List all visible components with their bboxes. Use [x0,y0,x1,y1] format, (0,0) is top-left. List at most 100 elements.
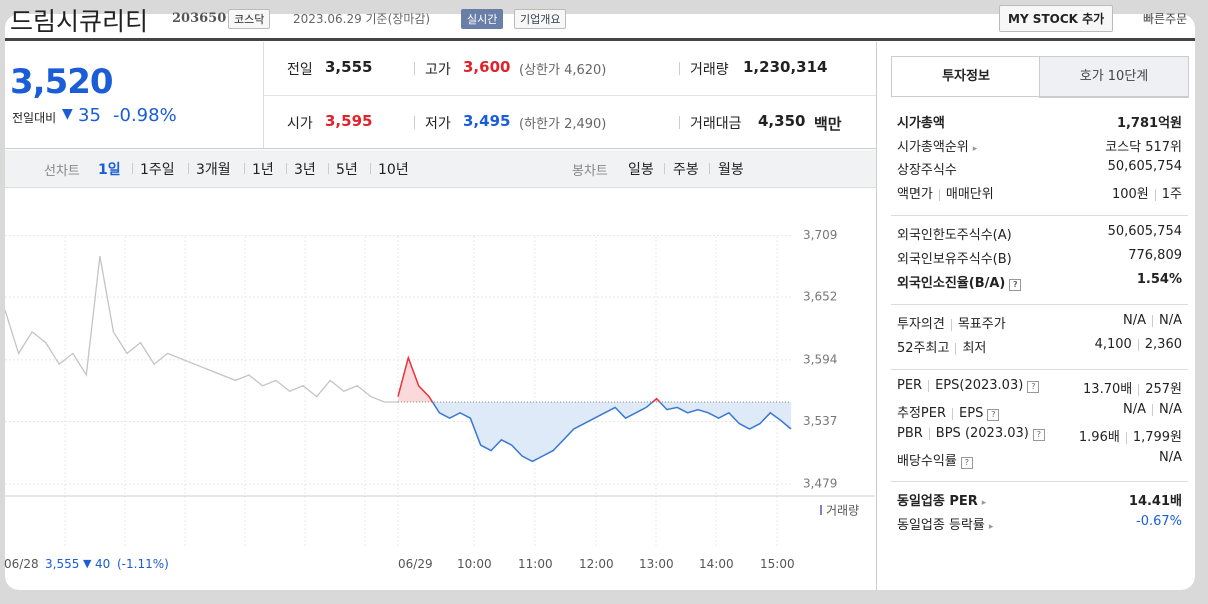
quote-value: 3,595 [325,112,373,130]
info-value: 4,100 2,360 [1095,337,1182,352]
x-tick-label: 14:00 [699,557,734,571]
label-part: 투자의견 [897,317,945,332]
volume-legend-icon [820,505,822,515]
period-button[interactable]: 10년 [378,162,409,178]
summary-box [5,42,264,148]
period-button[interactable]: 1주일 [140,162,175,178]
y-tick-label: 3,479 [803,477,837,491]
candle-button[interactable]: 주봉 [673,162,699,178]
value-part: N/A [1159,402,1182,417]
info-label: 동일업종 등락률 ▸ [897,514,993,533]
mystock-button[interactable]: MY STOCK 추가 [999,5,1114,32]
tab[interactable]: 호가 10단계 [1039,56,1189,98]
quote-row-rule [264,95,876,96]
volume-legend: 거래량 [826,504,859,518]
info-label: PER EPS(2023.03)? [897,378,1040,393]
candle-chart-label: 봉차트 [572,164,608,179]
separator [950,318,952,331]
quote-label: 전일 [287,62,313,78]
info-label: 액면가 매매단위 [897,183,994,202]
quote-extra: (하한가 2,490) [519,117,607,132]
label-part: 외국인한도주식수(A) [897,228,1012,243]
quote-separator [679,116,680,129]
info-value: 1.96배 1,799원 [1079,426,1182,445]
quote-label: 고가 [425,62,451,78]
label-part: 52주최고 [897,341,950,356]
quote-separator [679,62,680,75]
panel [5,14,1195,590]
label-part: 외국인소진율(B/A) [897,276,1006,291]
header-rule [5,38,1195,41]
separator [1152,403,1153,416]
value-part: N/A [1159,450,1182,465]
period-separator [244,163,245,174]
period-separator [132,163,133,174]
tab-rule [891,96,1188,97]
period-button[interactable]: 1일 [98,162,121,178]
help-icon: ? [960,457,973,469]
company-info-button[interactable]: 기업개요 [514,9,567,29]
footer-change: 40 [95,557,111,571]
label-part: 동일업종 PER [897,494,978,509]
label-part: 동일업종 등락률 [897,518,985,533]
label-part: 시가총액순위 [897,140,969,155]
value-part: N/A [1123,402,1146,417]
help-icon: ? [1027,381,1040,393]
quote-label: 시가 [287,116,313,132]
value-part: 코스닥 517위 [1105,140,1182,155]
right-rule [876,42,877,590]
info-value: N/A [1159,450,1182,465]
value-part: 50,605,754 [1107,224,1182,239]
info-label: 배당수익률? [897,450,973,469]
line-chart-label: 선차트 [44,164,80,179]
candle-button[interactable]: 일봉 [628,162,654,178]
info-value: 코스닥 517위 [1105,136,1182,155]
period-separator [328,163,329,174]
x-tick-label: 13:00 [639,557,674,571]
info-value: 1.54% [1137,272,1182,287]
period-separator [188,163,189,174]
info-label: 투자의견 목표주가 [897,313,1006,332]
label-part: 배당수익률 [897,454,957,469]
toolbar [5,150,876,188]
quote-separator [414,62,415,75]
info-value: N/A N/A [1123,313,1182,328]
period-button[interactable]: 5년 [336,162,358,178]
info-label: 추정PER EPS? [897,402,1000,421]
quote-value: 3,555 [325,58,373,76]
group-rule [891,369,1188,370]
quick-order[interactable]: 빠른주문 [1143,12,1188,26]
y-tick-label: 3,709 [803,228,837,242]
x-tick-label: 10:00 [457,557,492,571]
quote-value: 3,600 [463,58,511,76]
candle-button[interactable]: 월봉 [718,162,744,178]
value-part: -0.67% [1136,514,1182,529]
tab[interactable]: 투자정보 [891,56,1041,98]
info-value: 14.41배 [1129,490,1182,509]
label-part: BPS (2023.03) [935,426,1029,441]
info-label: 상장주식수 [897,159,957,178]
footer-rate: (-1.11%) [117,557,169,571]
group-rule [891,304,1188,305]
x-tick-label: 06/28 [4,557,39,571]
period-button[interactable]: 3년 [294,162,316,178]
value-part: 2,360 [1144,337,1182,352]
x-tick-label: 12:00 [579,557,614,571]
separator [938,188,940,201]
period-separator [286,163,287,174]
label-part: EPS(2023.03) [935,378,1024,393]
period-button[interactable]: 1년 [252,162,274,178]
value-part: 1주 [1161,187,1182,202]
info-value: N/A N/A [1123,402,1182,417]
period-button[interactable]: 3개월 [196,162,231,178]
footer-price: 3,555 [45,557,80,571]
info-label: 동일업종 PER ▸ [897,490,986,509]
separator [1138,383,1140,396]
label-part: 외국인보유주식수(B) [897,252,1012,267]
info-label: 시가총액 [897,112,945,131]
change: 35 [78,105,101,126]
y-tick-label: 3,537 [803,414,837,428]
realtime-button[interactable]: 실시간 [461,9,504,29]
value-part: N/A [1123,313,1146,328]
x-tick-label: 15:00 [760,557,795,571]
